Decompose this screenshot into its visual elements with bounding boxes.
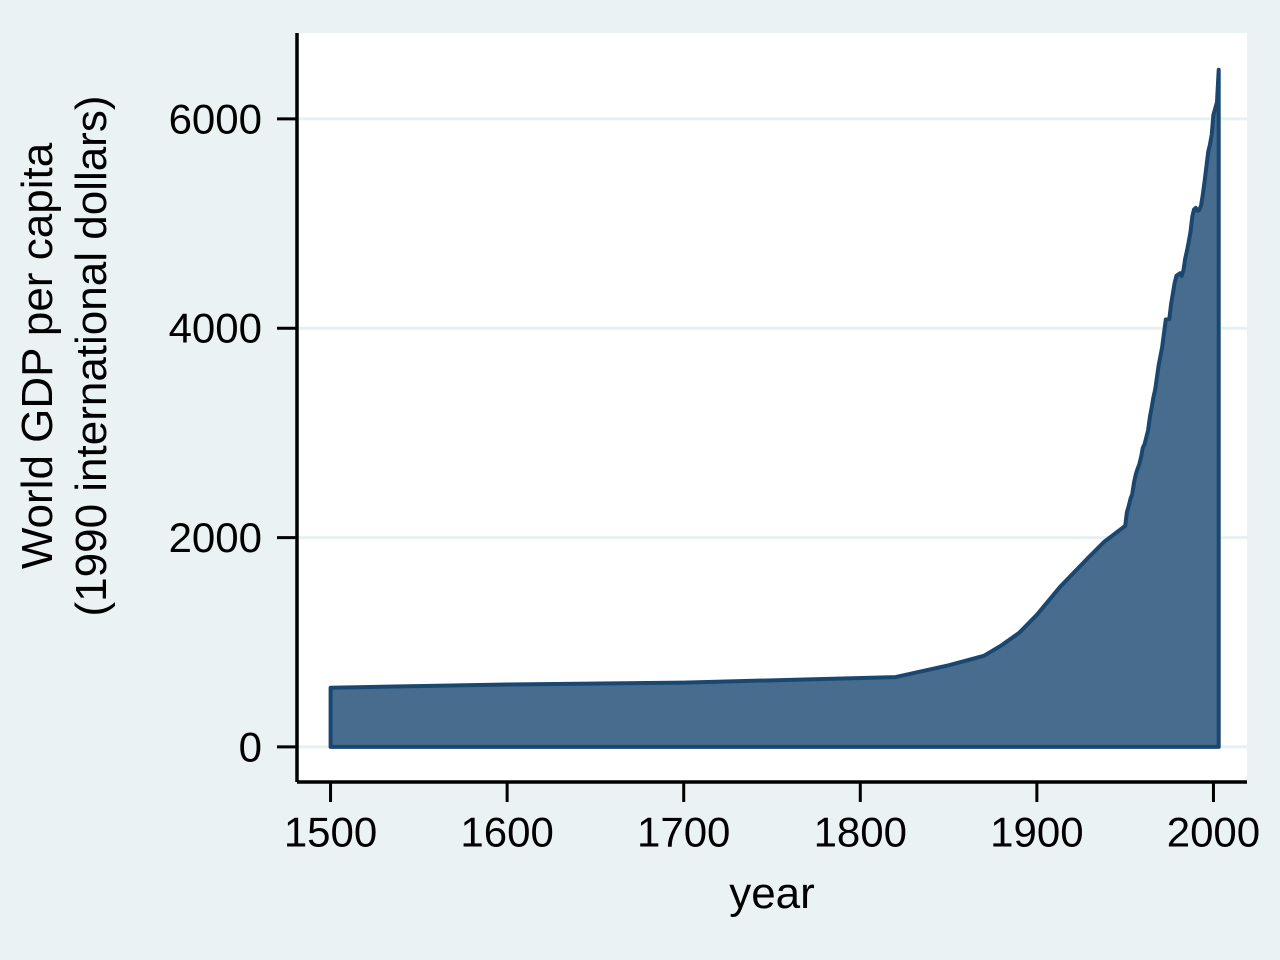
x-tick-label: 1600 xyxy=(460,808,553,855)
x-tick-label: 1900 xyxy=(990,808,1083,855)
y-tick-label: 6000 xyxy=(169,95,262,142)
area-series-group xyxy=(328,67,1221,749)
y-axis-title-line1: World GDP per capita xyxy=(13,142,62,569)
gdp-area xyxy=(328,67,1221,749)
y-tick-label: 4000 xyxy=(169,305,262,352)
x-ticks: 1500 1600 1700 1800 1900 2000 xyxy=(284,782,1260,855)
x-tick-label: 1800 xyxy=(814,808,907,855)
y-ticks: 0 2000 4000 6000 xyxy=(169,95,297,770)
x-tick-label: 1500 xyxy=(284,808,377,855)
x-tick-label: 2000 xyxy=(1167,808,1260,855)
x-axis-title: year xyxy=(729,869,815,918)
y-tick-label: 2000 xyxy=(169,514,262,561)
y-tick-label: 0 xyxy=(239,723,262,770)
x-tick-label: 1700 xyxy=(637,808,730,855)
y-axis-title-line2: (1990 international dollars) xyxy=(67,96,116,617)
